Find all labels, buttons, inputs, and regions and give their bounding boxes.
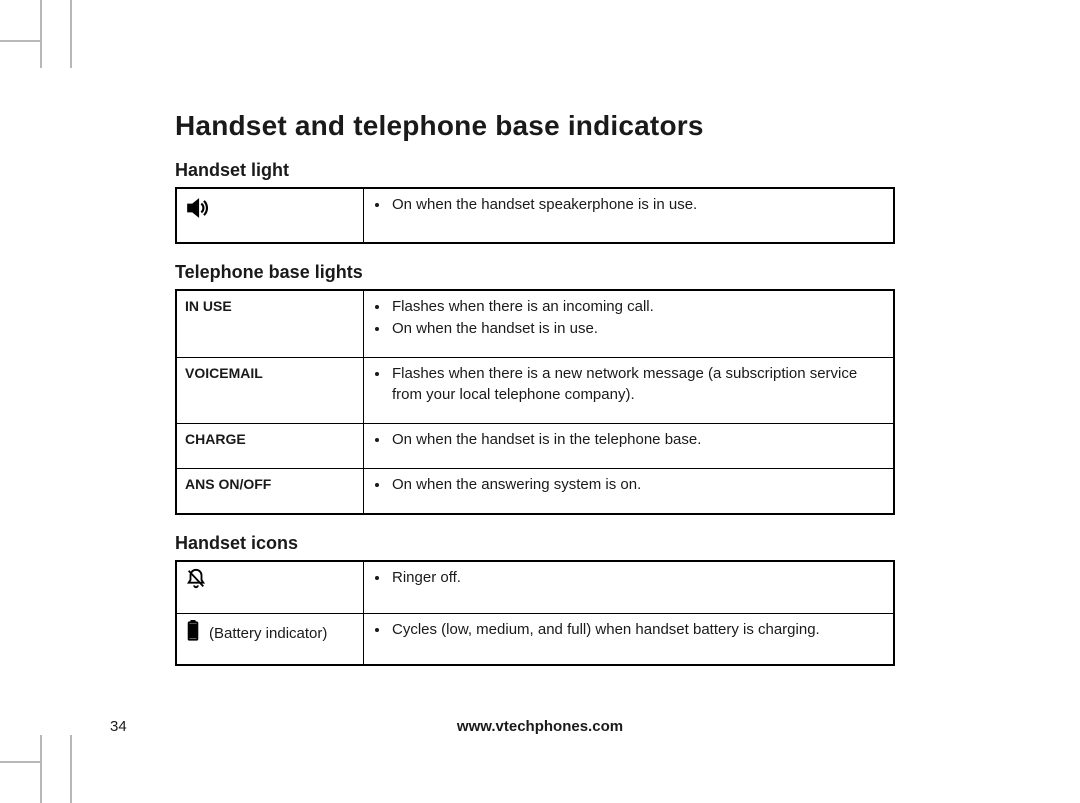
bullet-text: Flashes when there is a new network mess… [390, 364, 885, 405]
icon-label-text: (Battery indicator) [209, 624, 327, 644]
bullet-text: On when the handset is in the telephone … [390, 430, 885, 450]
page-content: Handset and telephone base indicators Ha… [175, 110, 895, 666]
table-row: CHARGE On when the handset is in the tel… [176, 423, 894, 468]
table-row: On when the handset speakerphone is in u… [176, 188, 894, 243]
footer-url: www.vtechphones.com [110, 718, 970, 735]
cropmark [40, 0, 42, 68]
page-title: Handset and telephone base indicators [175, 110, 895, 142]
bullet-text: Cycles (low, medium, and full) when hand… [390, 620, 885, 640]
row-desc: Flashes when there is an incoming call. … [364, 290, 895, 358]
row-desc: Flashes when there is a new network mess… [364, 358, 895, 424]
row-label: IN USE [176, 290, 364, 358]
row-desc: Ringer off. [364, 561, 895, 613]
row-desc: On when the answering system is on. [364, 469, 895, 515]
handset-icons-heading: Handset icons [175, 533, 895, 554]
bullet-text: On when the handset is in use. [390, 319, 885, 339]
battery-icon [185, 620, 201, 648]
bell-off-icon [185, 568, 207, 596]
handset-icon-cell [176, 561, 364, 613]
table-row: (Battery indicator) Cycles (low, medium,… [176, 613, 894, 665]
handset-icons-table: Ringer off. (Battery indi [175, 560, 895, 666]
handset-light-heading: Handset light [175, 160, 895, 181]
row-desc: On when the handset is in the telephone … [364, 423, 895, 468]
bullet-text: On when the handset speakerphone is in u… [390, 195, 885, 215]
handset-light-icon-cell [176, 188, 364, 243]
table-row: ANS ON/OFF On when the answering system … [176, 469, 894, 515]
row-label: VOICEMAIL [176, 358, 364, 424]
row-label: ANS ON/OFF [176, 469, 364, 515]
bullet-text: On when the answering system is on. [390, 475, 885, 495]
table-row: Ringer off. [176, 561, 894, 613]
cropmark [0, 40, 40, 42]
handset-icon-cell: (Battery indicator) [176, 613, 364, 665]
handset-light-table: On when the handset speakerphone is in u… [175, 187, 895, 244]
handset-light-desc: On when the handset speakerphone is in u… [364, 188, 895, 243]
cropmark [70, 735, 72, 803]
cropmark [40, 735, 42, 803]
row-desc: Cycles (low, medium, and full) when hand… [364, 613, 895, 665]
cropmark [0, 761, 40, 763]
base-lights-table: IN USE Flashes when there is an incoming… [175, 289, 895, 516]
cropmark [70, 0, 72, 68]
speaker-icon [185, 208, 211, 224]
row-label: CHARGE [176, 423, 364, 468]
table-row: VOICEMAIL Flashes when there is a new ne… [176, 358, 894, 424]
bullet-text: Flashes when there is an incoming call. [390, 297, 885, 317]
bullet-text: Ringer off. [390, 568, 885, 588]
base-lights-heading: Telephone base lights [175, 262, 895, 283]
table-row: IN USE Flashes when there is an incoming… [176, 290, 894, 358]
